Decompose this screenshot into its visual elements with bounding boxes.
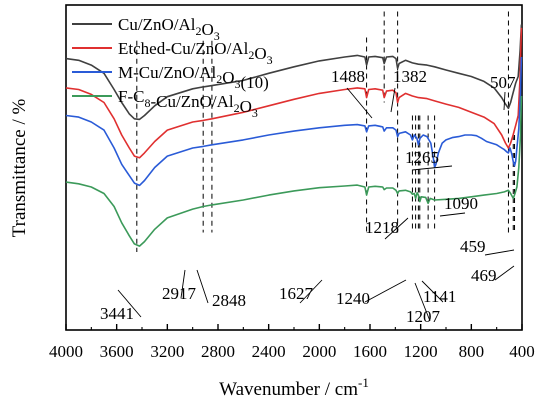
legend: Cu/ZnO/Al2O3Etched-Cu/ZnO/Al2O3M-Cu/ZnO/… [72,15,273,120]
peak-guide-lines [136,11,516,252]
x-tick-label: 2000 [302,342,336,361]
x-tick-label: 800 [459,342,485,361]
series-line-4 [65,95,523,247]
x-tick-label: 1200 [404,342,438,361]
peak-leader [414,282,431,322]
legend-label-1: Cu/ZnO/Al2O3 [118,15,220,43]
peak-label-1265: 1265 [405,148,439,167]
peak-label-1218: 1218 [365,218,399,237]
peak-label-2917: 2917 [162,284,197,303]
peak-label-1240: 1240 [336,289,370,308]
peak-label-1382: 1382 [393,67,427,86]
peak-leader [299,279,323,304]
series-line-3 [65,56,523,187]
peak-label-2848: 2848 [212,291,246,310]
peak-label-1488: 1488 [331,67,365,86]
peak-label-1141: 1141 [423,287,456,306]
x-tick-label: 3600 [100,342,134,361]
x-tick-label: 400 [509,342,535,361]
series-line-1 [65,24,523,121]
x-tick-label: 3200 [150,342,184,361]
peak-leader [196,269,209,304]
peak-leader [346,87,373,119]
peak-leader [494,265,515,281]
peak-leader [180,269,186,299]
peak-leader [503,91,506,111]
series-line-2 [65,27,523,159]
peak-leader [117,289,142,318]
legend-label-4: F-C8-Cu/ZnO/Al2O3 [118,87,258,120]
y-axis-label: Transmittance / % [9,99,30,238]
x-tick-label: 1600 [353,342,387,361]
peak-label-1090: 1090 [444,194,478,213]
peak-leader [390,87,396,113]
x-tick-label: 2800 [201,342,235,361]
peak-label-469: 469 [471,266,497,285]
x-axis-label: Wavenumber / cm-1 [219,375,369,400]
peak-leader [439,212,466,217]
x-tick-label: 2400 [252,342,286,361]
peak-label-3441: 3441 [100,304,134,323]
peak-leader [364,279,407,303]
peak-label-507: 507 [490,73,516,92]
legend-label-3: M-Cu/ZnO/Al2O3(10) [118,63,269,92]
peak-leader [384,217,409,240]
peak-labels: 3441 2917 2848 1627 1488 1382 1265 1240 1218 1207… [100,67,516,326]
legend-label-2: Etched-Cu/ZnO/Al2O3 [118,39,273,67]
peak-label-459: 459 [460,237,486,256]
peak-leader [421,280,444,303]
x-axis-ticks: 4000 3600 3200 2800 2400 2000 1600 1200 800 400 [49,324,535,361]
peak-label-1627: 1627 [279,284,314,303]
peak-leader [411,165,453,171]
series-layer [65,24,523,247]
peak-label-1207: 1207 [406,307,441,326]
x-tick-label: 4000 [49,342,83,361]
peak-leader [484,249,515,256]
